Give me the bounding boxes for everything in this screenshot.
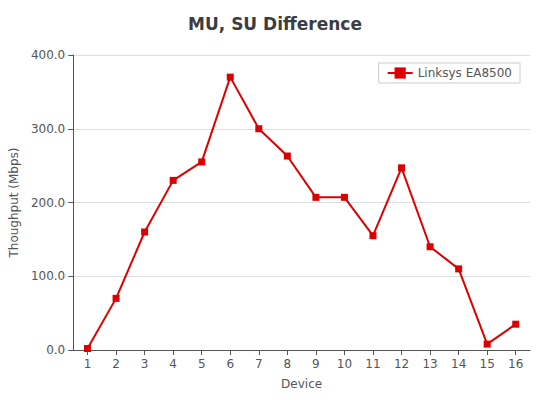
svg-text:100.0: 100.0 [31,269,65,283]
svg-text:6: 6 [226,357,234,371]
svg-text:MU, SU Difference: MU, SU Difference [188,14,362,34]
svg-text:Linksys EA8500: Linksys EA8500 [418,66,512,80]
svg-text:16: 16 [508,357,523,371]
svg-text:4: 4 [169,357,177,371]
svg-text:Thoughput (Mbps): Thoughput (Mbps) [7,147,21,258]
svg-text:10: 10 [337,357,352,371]
svg-text:8: 8 [284,357,292,371]
svg-text:11: 11 [365,357,380,371]
svg-text:1: 1 [84,357,92,371]
svg-text:Device: Device [281,377,322,391]
svg-text:14: 14 [451,357,466,371]
svg-text:3: 3 [141,357,149,371]
svg-text:300.0: 300.0 [31,122,65,136]
svg-text:13: 13 [422,357,437,371]
svg-text:200.0: 200.0 [31,196,65,210]
svg-text:9: 9 [312,357,320,371]
svg-text:7: 7 [255,357,263,371]
svg-text:400.0: 400.0 [31,48,65,62]
svg-text:2: 2 [112,357,120,371]
svg-text:0.0: 0.0 [46,343,65,357]
svg-text:5: 5 [198,357,206,371]
svg-text:15: 15 [480,357,495,371]
svg-text:12: 12 [394,357,409,371]
